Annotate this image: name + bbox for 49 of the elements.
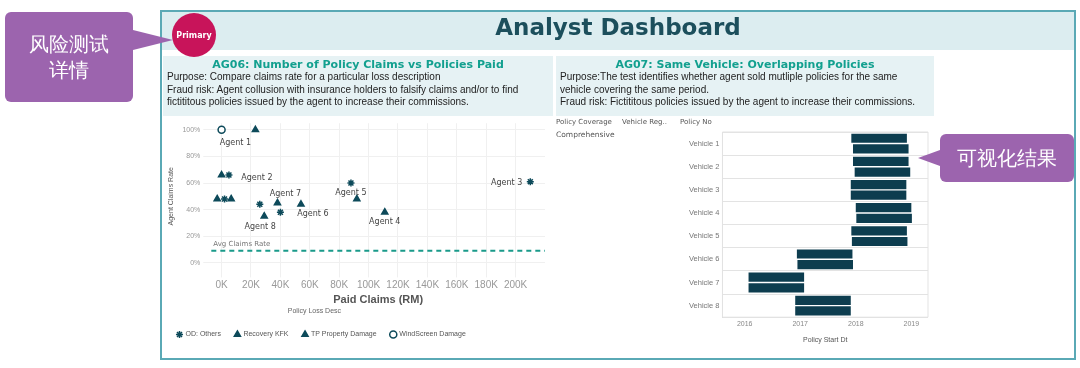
annotation: Agent 5 [335, 188, 367, 198]
x-tick-label: 40K [271, 279, 290, 291]
text: Analyst Dashboard [495, 14, 741, 40]
point [255, 200, 265, 209]
x-tick-label: 180K [474, 279, 499, 291]
point [346, 178, 356, 188]
annotation: Agent 8 [244, 222, 276, 232]
annotation: Agent 6 [297, 209, 329, 219]
bar [851, 226, 907, 236]
annotation: Agent 7 [269, 189, 302, 199]
bar [855, 203, 912, 213]
point [224, 170, 234, 180]
annotation: Agent 1 [219, 137, 252, 147]
bar [851, 236, 908, 247]
callout: 风险测试详情 [5, 12, 133, 102]
x-tick-label: 20K [242, 279, 261, 291]
point [273, 198, 282, 206]
annotation: Agent 3 [490, 177, 523, 187]
x-tick-label: 60K [300, 279, 320, 291]
x-tick-label: 80K [330, 279, 349, 291]
x-tick-label: 0K [215, 279, 229, 291]
x-tick-label: 120K [386, 279, 410, 291]
bar [856, 213, 912, 223]
point [227, 194, 235, 202]
chart-title: AG07: Same Vehicle: Overlapping Policies [614, 58, 876, 71]
point [251, 125, 260, 133]
bar [850, 190, 907, 200]
annotation: Agent 2 [241, 173, 273, 183]
callout: 可视化结果 [940, 134, 1074, 182]
point [297, 200, 305, 207]
chart-subtitle: Purpose: Compare claims rate for a particular loss description Fraud risk: Agent collusion with insurance holders to falsify claims and/or to find fictititous policies issued by the agent to increase their commissions. [167, 71, 520, 109]
text: Primary [172, 13, 216, 57]
x-tick-label: 100K [356, 279, 381, 291]
chart-subtitle: Purpose:The test identifies whether agent sold mutliple policies for the same vehicle covering the same period. Fraud risk: Fictititous policies issued by the agent to increase their commissions. [560, 71, 917, 109]
point [213, 194, 221, 202]
point [217, 125, 226, 135]
annotation: Agent 4 [369, 217, 401, 227]
bar [850, 179, 907, 190]
x-axis-title: Paid Claims (RM) [333, 293, 424, 306]
point [380, 208, 389, 215]
x-tick-label: 200K [503, 279, 528, 291]
point [220, 194, 229, 204]
point [260, 211, 269, 219]
point [276, 208, 285, 217]
point [526, 177, 535, 186]
x-tick-label: 140K [415, 279, 440, 291]
chart-title: AG06: Number of Policy Claims vs Policies Paid [211, 58, 505, 71]
point [217, 170, 226, 178]
x-tick-label: 160K [445, 279, 469, 291]
